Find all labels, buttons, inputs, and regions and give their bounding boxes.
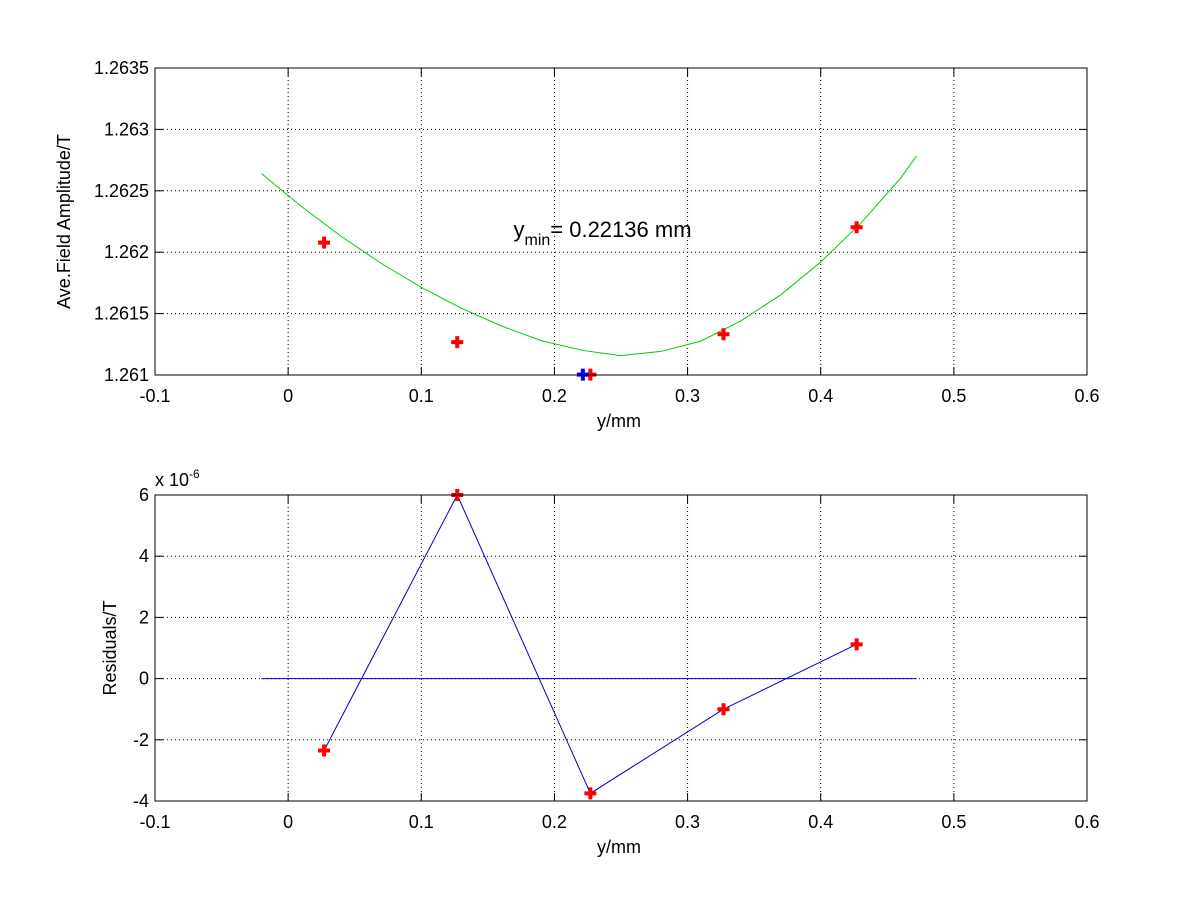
residual-point — [850, 638, 863, 651]
data-point — [850, 221, 863, 234]
data-point — [451, 336, 464, 349]
data-point — [717, 328, 730, 341]
x-tick-label: 0 — [283, 812, 293, 832]
y-axis-label: Residuals/T — [100, 600, 120, 695]
x-tick-label: 0.1 — [409, 812, 434, 832]
x-tick-label: 0.5 — [941, 812, 966, 832]
axes-frame — [154, 67, 1088, 376]
x-tick-label: 0.4 — [808, 812, 833, 832]
x-tick-label: 0.2 — [542, 386, 567, 406]
amplitude-plot: -0.1 0 0.1 0.2 0.3 0.4 0.5 0.6 1.261 1.2615 1.262 1… — [54, 58, 1100, 431]
x-tick-label: -0.1 — [139, 812, 170, 832]
y-tick-label: 1.261 — [104, 365, 149, 385]
y-tick-label: 1.2615 — [94, 304, 149, 324]
residual-point — [318, 744, 331, 757]
y-tick-label: -2 — [133, 730, 149, 750]
y-tick-label: 1.262 — [104, 242, 149, 262]
x-tick-label: 0 — [283, 386, 293, 406]
x-axis-label: y/mm — [597, 411, 641, 431]
x-tick-label: 0.2 — [542, 812, 567, 832]
x-tick-label: 0.1 — [409, 386, 434, 406]
y-tick-label: 1.2625 — [94, 181, 149, 201]
y-tick-label: 2 — [139, 607, 149, 627]
plot-area — [155, 495, 1087, 801]
y-tick-label: 4 — [139, 546, 149, 566]
x-tick-label: -0.1 — [139, 386, 170, 406]
x-tick-label: 0.6 — [1074, 812, 1099, 832]
axes-frame — [154, 494, 1088, 802]
y-axis-label: Ave.Field Amplitude/T — [54, 134, 74, 309]
grid — [155, 68, 1087, 375]
y-tick-label: 1.2635 — [94, 58, 149, 78]
residuals-plot: -0.1 0 0.1 0.2 0.3 0.4 0.5 0.6 -4 -2 0 2 4 6 y/mm Resid… — [100, 467, 1100, 857]
fit-curve — [261, 155, 917, 357]
y-tick-label: 6 — [139, 485, 149, 505]
x-tick-label: 0.3 — [675, 386, 700, 406]
ymin-annotation: ymin= 0.22136 mm — [513, 217, 691, 249]
x-axis-label: y/mm — [597, 837, 641, 857]
residual-point — [584, 787, 597, 800]
plot-area — [155, 68, 1087, 375]
y-tick-label: -4 — [133, 791, 149, 811]
x-tick-label: 0.5 — [941, 386, 966, 406]
axis-multiplier: x 10-6 — [155, 467, 200, 490]
x-tick-label: 0.3 — [675, 812, 700, 832]
residual-point — [717, 703, 730, 716]
y-tick-label: 1.263 — [104, 119, 149, 139]
grid — [155, 495, 1087, 801]
x-tick-label: 0.4 — [808, 386, 833, 406]
x-tick-label: 0.6 — [1074, 386, 1099, 406]
y-tick-label: 0 — [139, 669, 149, 689]
data-point — [318, 236, 331, 249]
